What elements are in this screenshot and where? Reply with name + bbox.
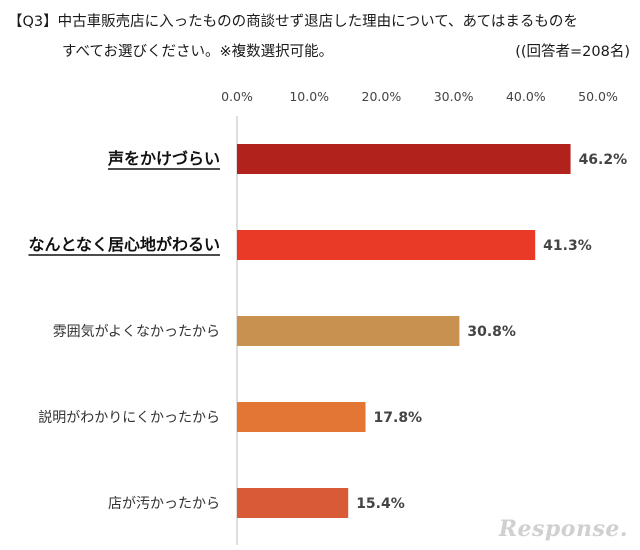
category-label: 声をかけづらい [107, 149, 220, 168]
data-label: 15.4% [356, 496, 405, 512]
x-tick-label: 10.0% [289, 89, 329, 104]
x-tick-label: 0.0% [221, 89, 253, 104]
category-label: なんとなく居心地がわるい [28, 235, 220, 254]
x-tick-label: 50.0% [578, 89, 618, 104]
bar [237, 402, 366, 432]
category-label: 説明がわかりにくかったから [38, 410, 220, 426]
x-tick-label: 20.0% [362, 89, 402, 104]
data-label: 30.8% [467, 324, 516, 340]
data-label: 17.8% [374, 410, 423, 426]
x-tick-label: 30.0% [434, 89, 474, 104]
bar [237, 144, 571, 174]
bar [237, 488, 349, 518]
x-tick-label: 40.0% [506, 89, 546, 104]
bar [237, 316, 460, 346]
bar [237, 230, 536, 260]
category-label: 店が汚かったから [108, 496, 220, 512]
category-label: 雰囲気がよくなかったから [53, 324, 220, 340]
data-label: 46.2% [579, 152, 628, 168]
respondent-count: ((回答者=208名) [515, 44, 630, 60]
data-label: 41.3% [543, 238, 592, 254]
response-logo: Response. [498, 516, 628, 542]
question-line-2: すべてお選びください。※複数選択可能。 [62, 44, 334, 60]
question-line-1: 【Q3】中古車販売店に入ったものの商談せず退店した理由について、あてはまるものを [8, 14, 578, 30]
